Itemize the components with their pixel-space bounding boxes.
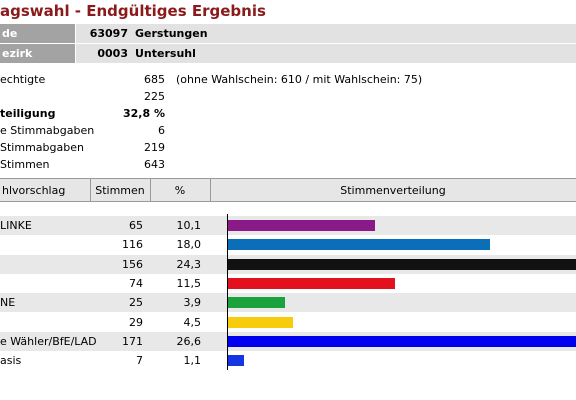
column-divider	[90, 178, 91, 201]
row-votes: 25	[129, 296, 143, 310]
stat-label: teiligung	[0, 107, 56, 120]
row-votes: 7	[136, 354, 143, 368]
column-divider	[150, 178, 151, 201]
row-share: 10,1	[176, 219, 202, 232]
stat-value: 32,8 %	[123, 107, 165, 120]
axis-line	[227, 214, 228, 370]
row-votes: 171	[122, 334, 143, 348]
stat-label: e Stimmabgaben	[0, 124, 95, 137]
row-votes: 156	[122, 257, 143, 271]
location-label-cell	[0, 44, 75, 64]
row-label: LINKE	[0, 219, 32, 232]
row-votes: 65	[129, 219, 143, 232]
location-name: Untersuhl	[135, 47, 196, 60]
row-label: e Wähler/BfE/LAD	[0, 334, 97, 348]
column-header: Stimmenverteilung	[340, 184, 446, 197]
row-votes: 116	[122, 238, 143, 252]
bar	[228, 220, 375, 231]
row-share: 4,5	[183, 315, 202, 329]
stat-value: 6	[158, 124, 165, 137]
page-title: agswahl - Endgültiges Ergebnis	[0, 2, 266, 20]
stat-value: 643	[144, 158, 165, 171]
bar	[228, 355, 244, 367]
column-header: Stimmen	[95, 184, 145, 197]
column-header: %	[174, 184, 186, 197]
bar	[228, 277, 396, 289]
row-share: 11,5	[176, 276, 202, 290]
row-share: 1,1	[183, 354, 202, 368]
column-header: hlvorschlag	[2, 184, 66, 197]
row-share: 26,6	[176, 334, 202, 348]
stat-value: 219	[144, 141, 165, 154]
stat-value: 685	[144, 73, 165, 86]
row-votes: 74	[129, 276, 143, 290]
row-label: asis	[0, 354, 22, 368]
bar	[228, 297, 285, 309]
bar	[228, 335, 576, 347]
row-label: NE	[0, 296, 16, 310]
bar	[228, 258, 576, 270]
column-divider	[210, 178, 211, 201]
row-share: 24,3	[176, 257, 202, 271]
row-share: 3,9	[183, 296, 202, 310]
location-value-cell	[76, 24, 576, 44]
stat-label: echtigte	[0, 73, 46, 86]
location-name: Gerstungen	[135, 27, 208, 40]
row-background	[0, 293, 576, 313]
stat-value: 225	[144, 90, 165, 103]
location-label-cell	[0, 24, 75, 44]
location-label: de	[2, 27, 18, 40]
location-value-cell	[76, 44, 576, 64]
stat-label: Stimmabgaben	[0, 141, 84, 154]
location-code: 63097	[89, 27, 128, 40]
stat-note: (ohne Wahlschein: 610 / mit Wahlschein: …	[176, 73, 423, 86]
location-code: 0003	[97, 47, 128, 60]
table-header	[0, 178, 576, 202]
location-label: ezirk	[2, 47, 33, 60]
row-votes: 29	[129, 315, 143, 329]
stat-label: Stimmen	[0, 158, 50, 171]
row-share: 18,0	[176, 238, 202, 252]
bar	[228, 316, 294, 328]
bar	[228, 239, 490, 251]
